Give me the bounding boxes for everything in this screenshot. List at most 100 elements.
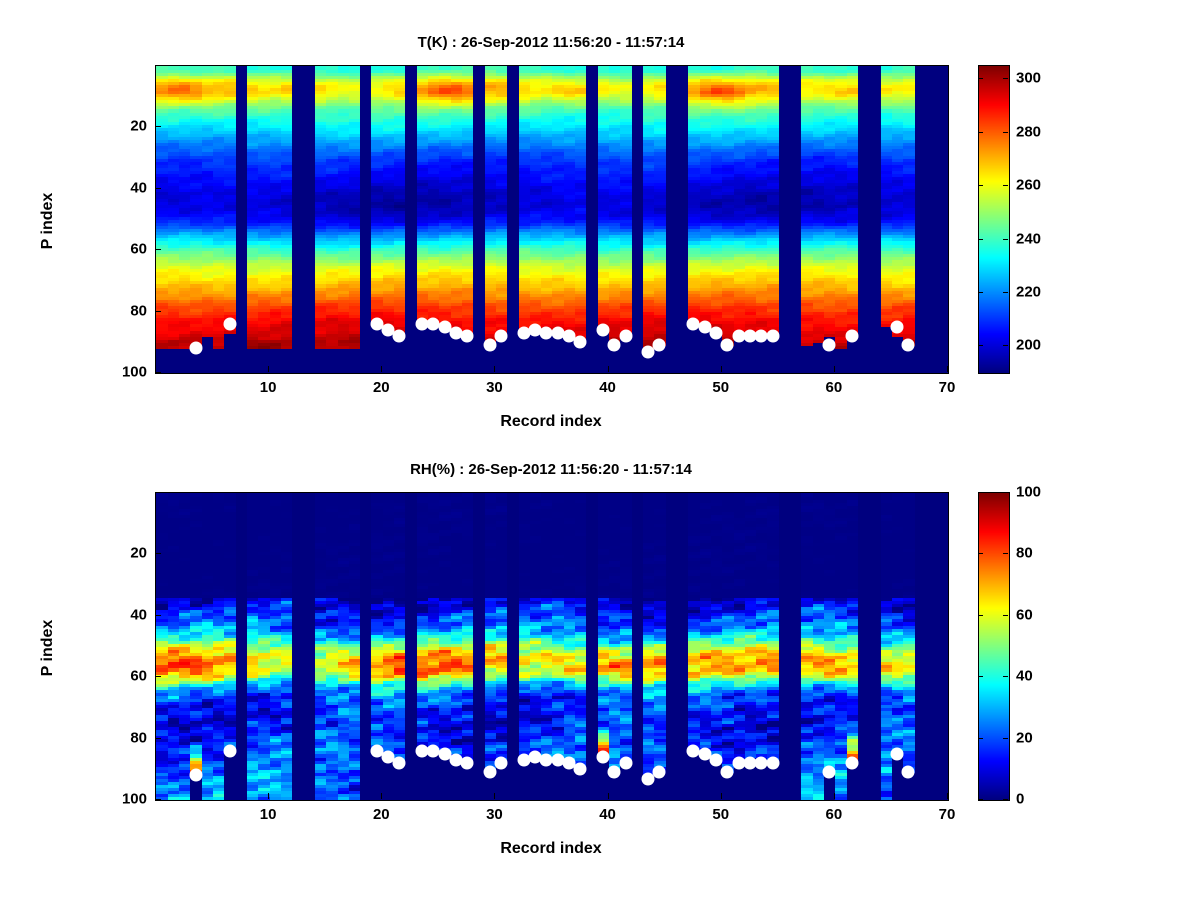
colorbar-tick-label: 100 (1016, 483, 1042, 501)
colorbar-tick-mark (1003, 185, 1008, 187)
humidity-panel-ylabel: P index (39, 619, 56, 677)
x-tick-mark (607, 793, 609, 799)
surface-level-marker (381, 323, 395, 337)
surface-level-marker (539, 753, 553, 767)
surface-level-marker (573, 762, 587, 776)
x-tick-mark (381, 793, 383, 799)
y-tick-mark (155, 737, 161, 739)
x-tick-label: 70 (938, 806, 956, 823)
humidity-colorbar[interactable] (978, 492, 1010, 801)
surface-level-marker (596, 323, 610, 337)
surface-level-marker (596, 750, 610, 764)
y-tick-label: 60 (130, 667, 147, 685)
colorbar-tick-mark (978, 614, 983, 616)
x-tick-label: 70 (938, 379, 956, 396)
x-tick-label: 10 (259, 806, 277, 823)
temperature-panel-title: T(K) : 26-Sep-2012 11:56:20 - 11:57:14 (417, 34, 685, 51)
surface-level-marker (449, 753, 463, 767)
surface-level-marker (890, 320, 904, 334)
temperature-panel-xlabel: Record index (500, 413, 602, 430)
surface-level-marker (822, 765, 836, 779)
surface-level-marker (426, 317, 440, 331)
colorbar-tick-label: 220 (1016, 283, 1042, 301)
colorbar-tick-mark (1003, 799, 1008, 800)
surface-level-marker (370, 744, 384, 758)
surface-level-marker (720, 338, 734, 352)
surface-level-marker (766, 329, 780, 343)
surface-level-marker (686, 317, 700, 331)
surface-level-marker (720, 765, 734, 779)
surface-level-marker (223, 744, 237, 758)
surface-level-marker (743, 756, 757, 770)
x-tick-label: 10 (259, 379, 277, 396)
surface-level-marker (415, 317, 429, 331)
x-tick-mark (833, 366, 835, 372)
x-tick-label: 40 (599, 379, 616, 396)
surface-level-marker (698, 320, 712, 334)
temperature-colorbar-canvas (979, 66, 1009, 373)
surface-level-marker (607, 338, 621, 352)
surface-level-marker (686, 744, 700, 758)
x-tick-mark (381, 366, 383, 372)
surface-level-marker (754, 329, 768, 343)
temperature-panel-ylabel: P index (39, 192, 56, 250)
surface-level-marker (845, 329, 859, 343)
x-tick-label: 50 (712, 379, 730, 396)
x-tick-mark (720, 793, 722, 799)
surface-level-marker (607, 765, 621, 779)
surface-level-marker (641, 345, 655, 358)
surface-level-marker (709, 753, 723, 767)
y-tick-label: 80 (130, 729, 147, 747)
surface-level-marker (449, 326, 463, 340)
x-tick-mark (494, 793, 496, 799)
surface-level-marker (438, 320, 451, 334)
surface-level-marker (483, 765, 497, 779)
surface-level-marker (732, 756, 746, 770)
y-tick-label: 100 (121, 363, 147, 381)
surface-level-marker (528, 750, 542, 764)
colorbar-tick-mark (978, 799, 983, 800)
surface-level-marker (517, 326, 531, 340)
x-tick-label: 60 (825, 379, 843, 396)
x-tick-label: 30 (486, 379, 503, 396)
surface-level-marker (189, 768, 203, 782)
x-tick-mark (947, 366, 948, 372)
surface-level-marker (743, 329, 757, 343)
colorbar-tick-label: 60 (1016, 606, 1033, 624)
surface-level-marker (483, 338, 497, 352)
x-tick-label: 60 (825, 806, 843, 823)
surface-level-marker (438, 747, 451, 761)
colorbar-tick-label: 20 (1016, 729, 1033, 747)
surface-level-marker (539, 326, 553, 340)
colorbar-tick-mark (1003, 553, 1008, 555)
surface-level-marker (189, 341, 203, 355)
temperature-colorbar[interactable] (978, 65, 1010, 374)
temperature-heatmap-axes[interactable] (155, 65, 949, 374)
surface-level-marker (223, 317, 237, 331)
surface-level-marker (766, 756, 780, 770)
y-tick-label: 100 (121, 790, 147, 808)
colorbar-tick-mark (1003, 78, 1008, 80)
surface-level-marker (901, 765, 915, 779)
x-tick-mark (720, 366, 722, 372)
colorbar-tick-mark (1003, 737, 1008, 739)
y-tick-label: 20 (130, 544, 147, 562)
y-tick-mark (155, 799, 161, 800)
surface-level-marker (517, 753, 531, 767)
colorbar-tick-mark (978, 78, 983, 80)
surface-level-marker (460, 329, 474, 343)
humidity-heatmap-axes[interactable] (155, 492, 949, 801)
x-tick-label: 50 (712, 806, 730, 823)
colorbar-tick-mark (978, 131, 983, 133)
colorbar-tick-mark (1003, 131, 1008, 133)
surface-level-marker (698, 747, 712, 761)
surface-level-marker (641, 772, 655, 785)
colorbar-tick-label: 240 (1016, 230, 1042, 248)
surface-level-marker (822, 338, 836, 352)
x-tick-mark (947, 793, 948, 799)
surface-level-marker (460, 756, 474, 770)
surface-level-marker (619, 756, 633, 770)
x-tick-mark (268, 793, 270, 799)
y-tick-mark (155, 553, 161, 555)
